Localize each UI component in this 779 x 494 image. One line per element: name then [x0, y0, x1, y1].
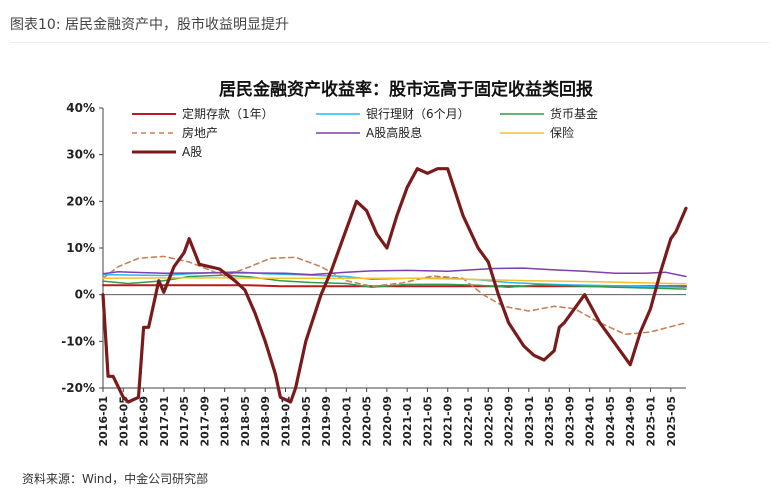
x-tick-label: 2022-01	[462, 396, 475, 447]
series-line-2	[102, 274, 687, 290]
legend-label-0: 定期存款（1年）	[182, 106, 274, 121]
x-tick-label: 2023-01	[523, 396, 536, 447]
x-tick-label: 2016-01	[97, 396, 110, 447]
x-tick-label: 2018-09	[259, 396, 272, 447]
x-tick-label: 2021-09	[442, 396, 455, 447]
y-tick-label: 30%	[66, 148, 95, 162]
x-tick-label: 2021-05	[421, 396, 434, 447]
x-tick-label: 2022-05	[482, 396, 495, 447]
series-layer	[101, 167, 688, 404]
x-tick-label: 2019-01	[280, 396, 293, 447]
x-tick-label: 2020-05	[361, 396, 374, 447]
y-tick-label: 40%	[66, 101, 95, 115]
x-tick-label: 2019-05	[300, 396, 313, 447]
x-tick-label: 2017-01	[158, 396, 171, 447]
series-line-5	[102, 277, 687, 285]
x-tick-label: 2017-05	[178, 396, 191, 447]
y-tick-label: -10%	[61, 334, 95, 348]
y-tick-label: 0%	[75, 288, 95, 302]
x-tick-label: 2021-01	[401, 396, 414, 447]
y-tick-label: 10%	[66, 241, 95, 255]
figure-label: 图表10: 居民金融资产中，股市收益明显提升	[10, 17, 289, 33]
x-tick-label: 2019-09	[320, 396, 333, 447]
x-tick-label: 2023-09	[563, 396, 576, 447]
y-tick-label: 20%	[66, 194, 95, 208]
legend-label-1: 银行理财（6个月）	[366, 107, 470, 121]
x-tick-label: 2024-05	[604, 396, 617, 447]
legend-label-4: A股高股息	[366, 125, 422, 140]
x-tick-label: 2018-05	[239, 396, 252, 447]
legend-label-2: 货币基金	[550, 106, 598, 121]
series-line-6	[101, 167, 688, 404]
chart-axes: -20% -10% 0% 10% 20% 30% 40% 2016-01 2016-05 2016…	[61, 101, 686, 447]
legend-label-5: 保险	[550, 125, 574, 140]
x-tick-label: 2025-01	[645, 396, 658, 447]
series-line-4	[102, 267, 687, 278]
chart-title: 居民金融资产收益率：股市远高于固定收益类回报	[219, 79, 593, 100]
y-tick-label: -20%	[61, 381, 95, 395]
x-tick-label: 2018-01	[219, 396, 232, 447]
x-tick-label: 2016-09	[138, 396, 151, 447]
x-tick-label: 2024-09	[624, 396, 637, 447]
x-tick-label: 2020-01	[340, 396, 353, 447]
header-divider	[10, 42, 769, 43]
x-tick-label: 2016-05	[117, 396, 130, 447]
x-tick-label: 2020-09	[381, 396, 394, 447]
source-note: 资料来源：Wind，中金公司研究部	[22, 472, 209, 486]
legend-label-6: A股	[182, 145, 202, 159]
x-tick-label: 2024-01	[584, 396, 597, 447]
x-tick-label: 2023-05	[543, 396, 556, 447]
x-tick-label: 2025-05	[665, 396, 678, 447]
x-tick-label: 2017-09	[198, 396, 211, 447]
x-tick-label: 2022-09	[503, 396, 516, 447]
legend-label-3: 房地产	[182, 125, 218, 140]
series-line-3	[102, 255, 687, 336]
